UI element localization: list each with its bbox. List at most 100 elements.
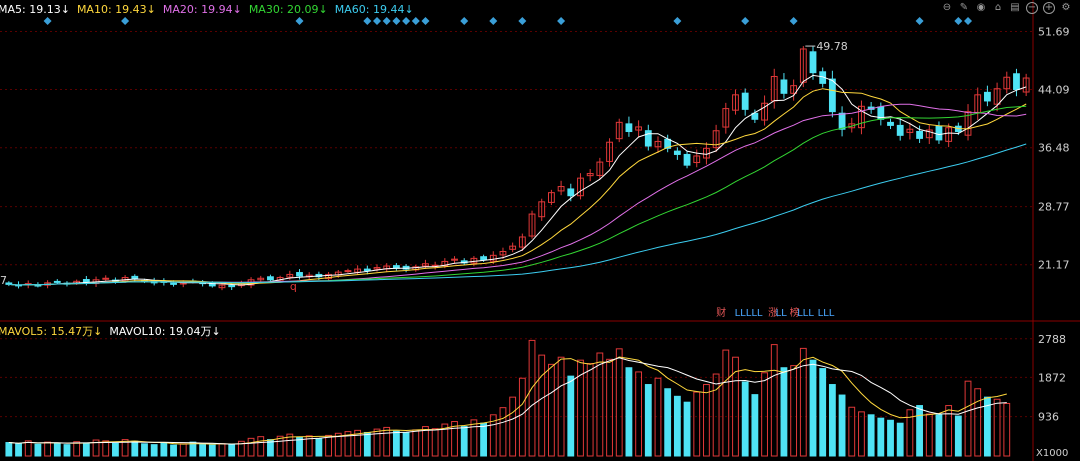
volume-bar bbox=[858, 411, 865, 457]
candle-body bbox=[480, 256, 487, 261]
volume-bar bbox=[189, 441, 197, 457]
candle-body bbox=[693, 155, 701, 164]
volume-bar bbox=[53, 442, 61, 457]
volume-bar bbox=[412, 429, 420, 457]
volume-bar bbox=[896, 422, 904, 457]
volume-bar bbox=[170, 444, 177, 457]
volume-bar bbox=[102, 440, 110, 457]
volume-bar bbox=[218, 443, 226, 457]
volume-bar bbox=[722, 349, 730, 457]
volume-tick-label: 1872 bbox=[1038, 371, 1066, 384]
candle-body bbox=[838, 112, 846, 130]
candle-body bbox=[538, 201, 546, 218]
candle-body bbox=[906, 128, 914, 133]
price-legend-item-2: MA20: 19.94↓ bbox=[162, 3, 242, 16]
price-tick-label: 44.09 bbox=[1038, 84, 1070, 97]
mavol10-line bbox=[8, 357, 1007, 445]
volume-bar bbox=[586, 363, 594, 457]
price-tick-label: 28.77 bbox=[1038, 201, 1070, 214]
left-price-label: 7 bbox=[0, 274, 7, 287]
signal-marker bbox=[402, 17, 411, 25]
event-label: 榜 bbox=[790, 306, 800, 319]
candle-body bbox=[170, 282, 177, 285]
candle-body bbox=[257, 277, 265, 281]
candle-body bbox=[654, 140, 662, 148]
minus-circle-icon[interactable]: − bbox=[1026, 2, 1038, 14]
volume-bar bbox=[237, 440, 245, 457]
candle-body bbox=[325, 273, 332, 280]
volume-legend-item-1: MAVOL10: 19.04万↓ bbox=[109, 325, 221, 338]
volume-bar bbox=[567, 375, 575, 457]
volume-bar bbox=[5, 442, 13, 457]
volume-bar bbox=[73, 441, 81, 457]
candle-body bbox=[983, 91, 991, 102]
candle-body bbox=[451, 258, 458, 261]
candle-body bbox=[644, 130, 652, 147]
candle-body bbox=[606, 141, 613, 162]
candle-body bbox=[344, 270, 352, 273]
volume-bar bbox=[392, 430, 400, 457]
volume-bar bbox=[828, 384, 836, 457]
volume-bar bbox=[334, 432, 342, 457]
volume-bar bbox=[422, 426, 429, 457]
candle-body bbox=[102, 277, 110, 280]
volume-bar bbox=[906, 409, 914, 457]
candle-body bbox=[858, 105, 865, 129]
candle-body bbox=[741, 92, 749, 110]
candle-body bbox=[1013, 73, 1020, 90]
mavol5-line bbox=[8, 356, 1007, 445]
volume-bar bbox=[402, 431, 410, 457]
candle-body bbox=[296, 272, 303, 277]
candle-body bbox=[53, 280, 61, 283]
volume-bar bbox=[82, 442, 90, 457]
volume-bar bbox=[344, 431, 352, 457]
volume-bar bbox=[451, 421, 458, 457]
candle-body bbox=[363, 268, 371, 272]
volume-tick-label: 2788 bbox=[1038, 333, 1066, 346]
eye-icon[interactable]: ◉ bbox=[976, 2, 986, 13]
price-tick-label: 36.48 bbox=[1038, 142, 1070, 155]
volume-bar bbox=[577, 359, 584, 457]
plus-circle-icon[interactable]: + bbox=[1043, 2, 1055, 14]
volume-bar bbox=[354, 429, 362, 457]
event-label: LLLLL bbox=[735, 308, 763, 319]
volume-bar bbox=[925, 413, 933, 457]
gear-icon[interactable]: ⚙ bbox=[1061, 2, 1071, 13]
volume-unit-label: X1000 bbox=[1036, 448, 1068, 459]
event-label: LLL bbox=[818, 308, 835, 319]
candle-body bbox=[267, 276, 274, 281]
volume-bar bbox=[460, 426, 468, 457]
signal-marker bbox=[789, 17, 798, 25]
candle-body bbox=[964, 111, 972, 136]
volume-bar bbox=[305, 435, 313, 457]
lock-icon[interactable]: ▤ bbox=[1010, 2, 1020, 13]
candle-body bbox=[780, 79, 788, 94]
price-ma-legend: MA5: 19.13↓ MA10: 19.43↓ MA20: 19.94↓ MA30:… bbox=[0, 3, 421, 16]
candle-body bbox=[596, 161, 604, 176]
volume-ma-legend: MAVOL5: 15.47万↓ MAVOL10: 19.04万↓ bbox=[0, 323, 228, 339]
signal-marker bbox=[421, 17, 430, 25]
volume-bar bbox=[916, 405, 923, 457]
ma60-line bbox=[8, 143, 1027, 286]
candle-body bbox=[577, 177, 584, 197]
volume-bar bbox=[92, 439, 100, 457]
volume-bar bbox=[945, 405, 953, 457]
candle-body bbox=[1022, 77, 1030, 93]
candle-body bbox=[1003, 76, 1011, 90]
volume-bar bbox=[509, 396, 517, 457]
volume-bar bbox=[480, 422, 487, 457]
signal-marker bbox=[295, 17, 304, 25]
candle-body bbox=[916, 130, 923, 139]
volume-bar bbox=[63, 444, 71, 457]
chart-toolbar: ⊖ ✎ ◉ ⌂ ▤ − + ⚙ bbox=[941, 2, 1072, 14]
volume-bar bbox=[964, 380, 972, 457]
draw-pen-icon[interactable]: ✎ bbox=[959, 2, 969, 13]
home-icon[interactable]: ⌂ bbox=[994, 2, 1002, 13]
volume-bar bbox=[935, 414, 943, 457]
volume-bar bbox=[693, 391, 701, 457]
ma20-line bbox=[8, 103, 1027, 286]
zoom-out-search-icon[interactable]: ⊖ bbox=[942, 2, 952, 13]
candle-body bbox=[790, 85, 798, 94]
volume-bar bbox=[199, 443, 207, 457]
